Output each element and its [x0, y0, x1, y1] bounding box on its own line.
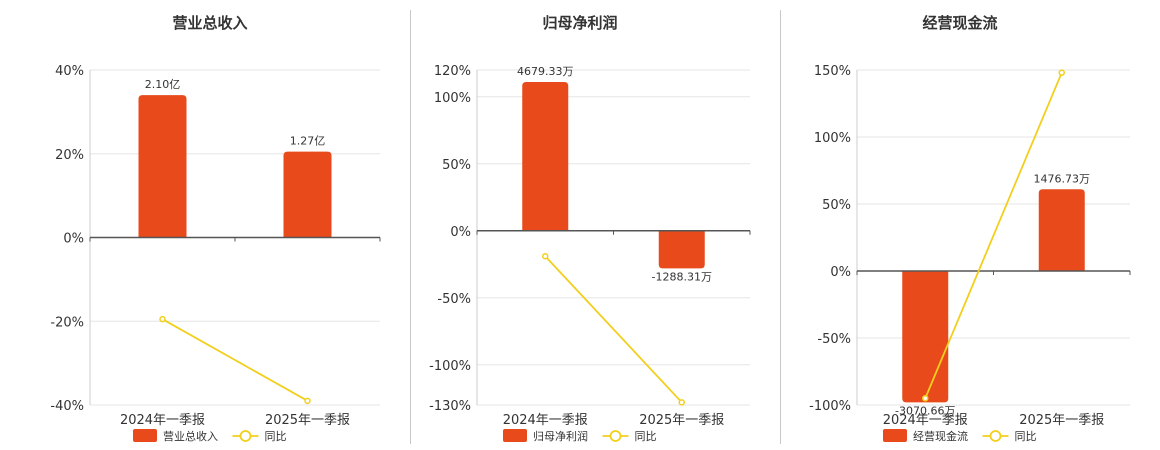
chart-title: 经营现金流 [922, 14, 997, 32]
x-category-label: 2025年一季报 [1019, 413, 1104, 428]
legend-line-marker [989, 430, 1002, 442]
bar-data-label: 1476.73万 [1034, 172, 1091, 185]
yoy-point [922, 395, 929, 402]
panel-divider [410, 10, 411, 444]
chart-title: 营业总收入 [172, 14, 247, 32]
y-tick-label: 50% [822, 198, 851, 213]
y-tick-label: 40% [55, 64, 84, 79]
y-tick-label: -40% [50, 399, 84, 414]
bar [658, 230, 705, 269]
x-category-label: 2024年一季报 [120, 413, 205, 428]
y-tick-label: 150% [814, 64, 851, 79]
chart-panel-revenue: 营业总收入 40% 20% 0% -20% -40% 2.10亿 1.27亿 2024年一季报 2… [0, 0, 400, 450]
chart-revenue: 营业总收入 40% 20% 0% -20% -40% 2.10亿 1.27亿 2024年一季报 2… [50, 14, 381, 443]
yoy-point [542, 253, 549, 260]
yoy-point [678, 399, 685, 406]
legend-bar-swatch [883, 429, 907, 442]
y-tick-label: 100% [434, 91, 471, 106]
y-tick-label: -130% [429, 399, 471, 414]
y-tick-label: -50% [817, 332, 851, 347]
yoy-point [304, 397, 311, 405]
bar [138, 95, 187, 238]
yoy-point [159, 315, 166, 323]
bar-data-label: 4679.33万 [517, 65, 574, 78]
chart-panel-net-profit: 归母净利润 120% 100% 50% 0% -50% -100% -130% 4679.33万… [400, 0, 780, 450]
bar-data-label: 1.27亿 [290, 135, 326, 148]
legend-bar-swatch [133, 429, 157, 442]
chart-cash-flow: 经营现金流 150% 100% 50% 0% -50% -100% -3070.66万 1476… [809, 14, 1131, 443]
yoy-point [1058, 69, 1065, 76]
y-tick-label: 120% [434, 64, 471, 79]
y-tick-label: -100% [809, 399, 851, 414]
y-tick-label: 20% [55, 148, 84, 163]
x-category-label: 2024年一季报 [503, 413, 588, 428]
chart-panel-cash-flow: 经营现金流 150% 100% 50% 0% -50% -100% -3070.66万 1476… [780, 0, 1160, 450]
bar [902, 271, 949, 403]
yoy-line [544, 255, 683, 403]
legend-line-label: 同比 [635, 430, 657, 443]
x-category-label: 2024年一季报 [883, 413, 968, 428]
y-tick-label: -20% [50, 315, 84, 330]
bar [522, 82, 569, 231]
legend-bar-label: 营业总收入 [163, 429, 218, 443]
legend-line-label: 同比 [265, 430, 287, 443]
y-tick-label: 0% [830, 265, 851, 280]
x-category-label: 2025年一季报 [639, 413, 724, 428]
yoy-line [924, 72, 1063, 399]
legend-line-marker [609, 430, 622, 442]
y-tick-label: 50% [442, 158, 471, 173]
bar [283, 151, 332, 238]
chart-title: 归母净利润 [542, 14, 617, 32]
legend-bar-swatch [503, 429, 527, 442]
legend-line-marker [239, 430, 252, 442]
bar-data-label: -3070.66万 [895, 404, 955, 417]
x-category-label: 2025年一季报 [265, 413, 350, 428]
legend-line-label: 同比 [1015, 430, 1037, 443]
y-tick-label: -50% [437, 292, 471, 307]
chart-net-profit: 归母净利润 120% 100% 50% 0% -50% -100% -130% 4679.33万… [429, 14, 751, 443]
y-tick-label: 0% [63, 232, 84, 247]
bar-data-label: -1288.31万 [652, 270, 712, 283]
yoy-line [162, 318, 308, 402]
panel-divider [780, 10, 781, 444]
y-tick-label: 0% [450, 225, 471, 240]
y-tick-label: -100% [429, 359, 471, 374]
bar-data-label: 2.10亿 [145, 78, 181, 91]
y-tick-label: 100% [814, 131, 851, 146]
legend-bar-label: 归母净利润 [533, 429, 588, 443]
bar [1038, 189, 1085, 271]
legend-bar-label: 经营现金流 [913, 429, 968, 443]
